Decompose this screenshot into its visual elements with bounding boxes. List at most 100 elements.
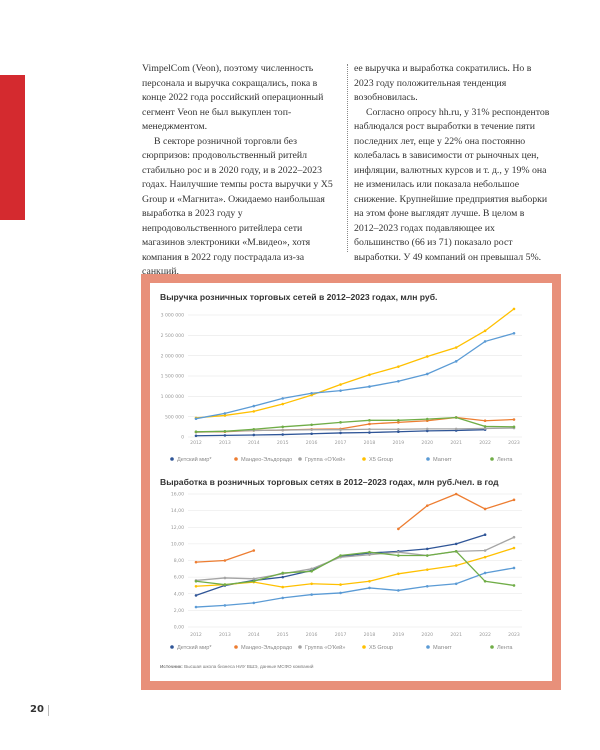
data-point [454, 550, 458, 553]
charts-svg: Источник: Высшая школа бизнеса НИУ ВШЭ, … [160, 292, 522, 669]
data-point [512, 418, 516, 421]
data-point [194, 430, 198, 434]
y-tick-label: 6,00 [174, 575, 184, 581]
data-point [425, 504, 429, 507]
data-point [252, 601, 256, 605]
data-point [281, 575, 285, 579]
data-point [223, 414, 227, 417]
data-point [425, 568, 429, 571]
data-point [368, 385, 371, 388]
y-tick-label: 16,00 [171, 492, 184, 498]
data-point [339, 591, 342, 595]
legend-label: Мандео-Эльдорадо [241, 645, 292, 651]
data-point [252, 404, 256, 408]
data-point [397, 421, 400, 424]
data-point [368, 422, 371, 426]
data-point [281, 585, 285, 589]
data-point [339, 421, 342, 424]
y-tick-label: 4,00 [174, 591, 184, 597]
paragraph: VimpelCom (Veon), поэтому численность пе… [142, 63, 324, 132]
x-tick-label: 2012 [190, 440, 202, 446]
paragraph: Согласно опросу hh.ru, у 31% респонденто… [354, 106, 550, 263]
data-point [483, 427, 487, 430]
y-tick-label: 2 000 000 [161, 353, 184, 359]
data-point [252, 427, 256, 431]
data-point [454, 360, 458, 363]
chart-title: Выручка розничных торговых сетей в 2012–… [160, 292, 437, 302]
legend-marker [426, 457, 430, 461]
legend-label: Магнит [433, 645, 452, 651]
series-line [195, 547, 515, 588]
x-tick-label: 2017 [335, 632, 347, 638]
y-tick-label: 0,00 [174, 625, 184, 631]
data-point [425, 355, 429, 358]
data-point [310, 570, 313, 573]
data-point [397, 572, 400, 576]
data-point [425, 584, 429, 588]
legend-marker [490, 457, 494, 461]
x-tick-label: 2020 [421, 440, 433, 446]
x-tick-label: 2023 [508, 440, 520, 446]
chart-frame: Источник: Высшая школа бизнеса НИУ ВШЭ, … [141, 274, 561, 690]
data-point [512, 307, 516, 311]
data-point [483, 340, 487, 343]
y-tick-label: 10,00 [171, 541, 184, 547]
data-point [281, 571, 285, 575]
data-point [310, 582, 313, 586]
x-tick-label: 2015 [277, 632, 289, 638]
y-tick-label: 0 [181, 435, 184, 441]
data-point [368, 550, 371, 554]
legend-label: Лента [497, 457, 513, 463]
x-tick-label: 2021 [450, 440, 462, 446]
series-line [195, 536, 515, 582]
data-point [368, 553, 371, 556]
paragraph: ее выручка и выработка сократились. Но в… [354, 63, 532, 103]
chart-title: Выработка в розничных торговых сетях в 2… [160, 477, 499, 487]
data-point [454, 427, 458, 431]
source-text: Высшая школа бизнеса НИУ ВШЭ, данные МСФ… [184, 663, 314, 669]
x-tick-label: 2015 [277, 440, 289, 446]
data-point [397, 527, 400, 531]
text-column-left: VimpelCom (Veon), поэтому численность пе… [142, 62, 338, 280]
y-tick-label: 2 500 000 [161, 333, 184, 339]
data-point [339, 583, 342, 586]
data-point [483, 329, 487, 333]
legend-marker [298, 457, 302, 461]
legend-label: Группа «О'Кей» [305, 644, 345, 651]
data-point [252, 410, 256, 413]
x-tick-label: 2020 [421, 632, 433, 638]
legend-marker [170, 457, 174, 461]
x-tick-label: 2016 [306, 440, 318, 446]
data-point [512, 332, 516, 335]
x-tick-label: 2013 [219, 632, 231, 638]
series-line [195, 427, 515, 433]
legend-marker [426, 645, 430, 649]
legend-label: Лента [497, 645, 513, 651]
data-point [194, 560, 198, 564]
data-point [454, 564, 458, 567]
legend-label: Мандео-Эльдорадо [241, 457, 292, 463]
data-point [223, 430, 227, 433]
data-point [281, 425, 285, 429]
data-point [339, 554, 342, 557]
data-point [454, 492, 458, 496]
series-line [195, 567, 515, 608]
data-point [223, 412, 227, 415]
data-point [252, 579, 256, 583]
x-tick-label: 2012 [190, 632, 202, 638]
y-tick-label: 2,00 [174, 608, 184, 614]
data-point [281, 402, 285, 406]
chart-panel: Источник: Высшая школа бизнеса НИУ ВШЭ, … [150, 283, 552, 681]
data-point [368, 579, 371, 583]
x-tick-label: 2022 [479, 632, 491, 638]
text-column-right: ее выручка и выработка сократились. Но в… [354, 62, 550, 265]
legend-label: X5 Group [369, 645, 393, 651]
source-label: Источник: [160, 664, 183, 669]
data-point [454, 582, 458, 586]
page-number: 20 [30, 704, 44, 715]
legend-marker [234, 645, 238, 649]
data-point [368, 419, 371, 422]
x-tick-label: 2021 [450, 632, 462, 638]
x-tick-label: 2019 [393, 632, 405, 638]
data-point [310, 391, 313, 395]
